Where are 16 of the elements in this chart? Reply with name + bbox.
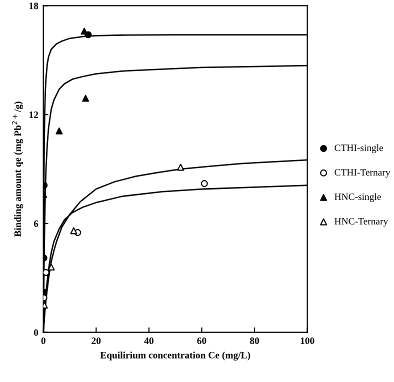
x-axis-title: Equilirium concentration Ce (mg/L): [100, 352, 250, 360]
y-tick-label: 18: [30, 2, 38, 10]
legend-label: HNC-Ternary: [334, 218, 388, 227]
legend-label: CTHI-single: [334, 144, 384, 154]
y-tick-label: 6: [34, 220, 38, 227]
x-tick-label: 100: [300, 337, 314, 344]
x-tick-label: 0: [41, 337, 46, 344]
x-tick-label: 20: [92, 337, 101, 344]
y-tick-label: 12: [30, 112, 38, 118]
y-tick-label: 0: [34, 329, 38, 336]
x-tick-label: 60: [197, 337, 206, 344]
legend-label: HNC-single: [334, 193, 381, 202]
x-tick-label: 40: [144, 337, 154, 344]
x-tick-label: 80: [250, 337, 260, 344]
y-axis-title: Binding amount qe (mg Pb$^{2+}$/g): [12, 102, 24, 237]
legend-label: CTHI-Ternary: [334, 169, 390, 178]
